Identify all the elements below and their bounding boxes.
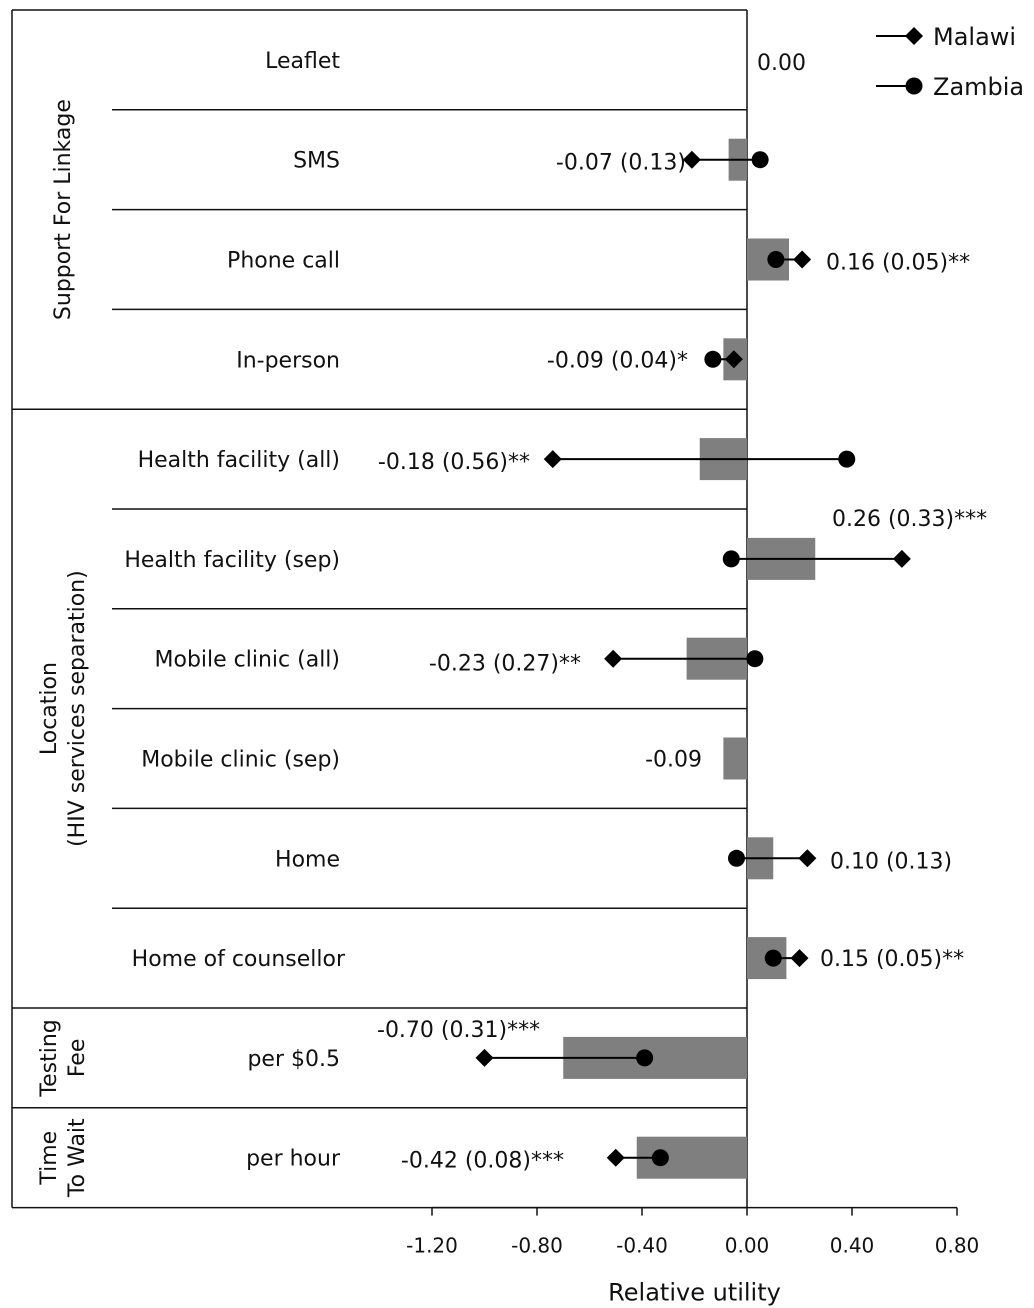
zambia-point-health-facility-all: [838, 450, 856, 468]
legend-label-malawi: Malawi: [933, 23, 1016, 51]
data-label-sms: -0.07 (0.13): [556, 151, 686, 176]
zambia-point-home: [728, 849, 745, 867]
data-label-mobile-clinic-sep: -0.09: [645, 748, 702, 773]
category-label-home-of-counsellor: Home of counsellor: [132, 947, 346, 972]
zambia-point-home-of-counsellor: [764, 949, 782, 967]
data-label-health-facility-all: -0.18 (0.56)**: [378, 450, 530, 475]
category-label-per-hour: per hour: [246, 1147, 341, 1172]
data-label-leaflet: 0.00: [757, 51, 806, 76]
data-label-health-facility-sep: 0.26 (0.33)***: [832, 507, 987, 532]
malawi-point-mobile-clinic-all: [604, 649, 623, 668]
legend-label-zambia: Zambia: [933, 73, 1024, 101]
malawi-point-home-of-counsellor: [790, 949, 809, 968]
malawi-point-health-facility-sep: [892, 549, 911, 568]
data-label-in-person: -0.09 (0.04)*: [547, 348, 688, 373]
group-label-line: Time: [37, 1131, 62, 1186]
group-label-line: Fee: [65, 1039, 90, 1078]
category-label-home: Home: [275, 847, 340, 872]
data-label-mobile-clinic-all: -0.23 (0.27)**: [429, 652, 581, 677]
category-label-mobile-clinic-all: Mobile clinic (all): [155, 648, 341, 673]
category-label-leaflet: Leaflet: [265, 49, 340, 74]
legend-marker-malawi: [905, 27, 923, 45]
group-label-line: (HIV services separation): [65, 570, 90, 847]
malawi-point-per-hour: [606, 1148, 625, 1167]
x-tick-label: 0.80: [935, 1234, 980, 1258]
x-tick-label: -0.80: [511, 1234, 563, 1258]
zambia-point-sms: [751, 151, 769, 169]
group-label-testing-fee: Testing Fee: [37, 1019, 90, 1097]
category-label-sms: SMS: [293, 149, 340, 174]
x-tick-label: -0.40: [616, 1234, 668, 1258]
data-label-phone-call: 0.16 (0.05)**: [826, 251, 970, 276]
category-label-health-facility-all: Health facility (all): [138, 448, 340, 473]
malawi-point-per-0-5: [475, 1048, 494, 1067]
data-label-home-of-counsellor: 0.15 (0.05)**: [820, 947, 964, 972]
malawi-point-sms: [682, 150, 701, 169]
category-label-mobile-clinic-sep: Mobile clinic (sep): [141, 748, 340, 773]
category-label-phone-call: Phone call: [227, 249, 340, 274]
legend-marker-zambia: [905, 77, 923, 95]
data-label-per-0-5: -0.70 (0.31)***: [377, 1018, 540, 1043]
zambia-point-phone-call: [767, 251, 785, 268]
group-label-line: Support For Linkage: [51, 99, 76, 320]
data-label-home: 0.10 (0.13): [830, 849, 952, 874]
zambia-point-mobile-clinic-all: [746, 650, 764, 668]
x-axis-title: Relative utility: [608, 1279, 781, 1307]
group-label-time-to-wait: Time To Wait: [37, 1118, 90, 1198]
zambia-point-per-0-5: [636, 1049, 654, 1067]
malawi-point-phone-call: [793, 250, 812, 269]
zambia-point-health-facility-sep: [722, 550, 740, 568]
malawi-point-in-person: [724, 350, 743, 369]
x-tick-label: 0.40: [830, 1234, 875, 1258]
malawi-point-home: [798, 849, 817, 868]
x-tick-label: 0.00: [725, 1234, 770, 1258]
category-label-health-facility-sep: Health facility (sep): [124, 548, 340, 573]
zambia-point-per-hour: [651, 1149, 669, 1167]
x-tick-label: -1.20: [406, 1234, 458, 1258]
group-label-location-hiv-services-separation: Location (HIV services separation): [37, 570, 90, 847]
data-label-per-hour: -0.42 (0.08)***: [401, 1149, 564, 1174]
category-label-per-0-5: per $0.5: [247, 1047, 340, 1072]
bar-mobile-clinic-sep: [723, 737, 747, 780]
category-label-in-person: In-person: [236, 348, 340, 373]
group-label-line: To Wait: [65, 1118, 90, 1198]
zambia-point-in-person: [704, 350, 722, 368]
group-label-support-for-linkage: Support For Linkage: [51, 99, 76, 320]
group-label-line: Location: [37, 662, 62, 755]
group-label-line: Testing: [37, 1019, 62, 1097]
malawi-point-health-facility-all: [543, 450, 562, 469]
